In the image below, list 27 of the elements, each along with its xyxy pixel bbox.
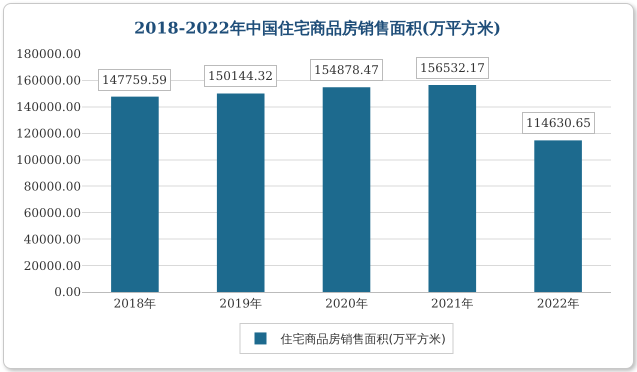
x-tick-label: 2022年 bbox=[536, 296, 580, 310]
y-tick-label: 60000.00 bbox=[24, 206, 81, 220]
chart-title: 2018-2022年中国住宅商品房销售面积(万平方米) bbox=[134, 18, 501, 38]
data-label: 156532.17 bbox=[420, 61, 485, 75]
bar bbox=[534, 140, 582, 292]
bar bbox=[111, 96, 159, 292]
bar bbox=[322, 87, 370, 292]
bar bbox=[428, 85, 476, 292]
data-label: 114630.65 bbox=[526, 116, 591, 130]
data-label: 150144.32 bbox=[208, 69, 273, 83]
x-tick-label: 2021年 bbox=[431, 296, 474, 310]
y-tick-label: 40000.00 bbox=[24, 232, 81, 246]
legend-label: 住宅商品房销售面积(万平方米) bbox=[280, 332, 446, 346]
y-tick-label: 20000.00 bbox=[24, 258, 81, 273]
y-tick-label: 0.00 bbox=[54, 285, 81, 300]
x-tick-label: 2019年 bbox=[219, 296, 262, 310]
y-tick-label: 120000.00 bbox=[16, 126, 81, 141]
x-tick-label: 2018年 bbox=[114, 296, 156, 310]
y-tick-label: 180000.00 bbox=[16, 47, 81, 62]
y-tick-label: 100000.00 bbox=[16, 152, 81, 167]
x-tick-label: 2020年 bbox=[325, 296, 368, 310]
y-tick-label: 160000.00 bbox=[16, 74, 81, 88]
data-label: 147759.59 bbox=[102, 73, 167, 87]
y-tick-label: 80000.00 bbox=[24, 179, 81, 194]
y-tick-label: 140000.00 bbox=[16, 100, 81, 114]
data-label: 154878.47 bbox=[314, 63, 379, 77]
bar bbox=[216, 93, 265, 292]
